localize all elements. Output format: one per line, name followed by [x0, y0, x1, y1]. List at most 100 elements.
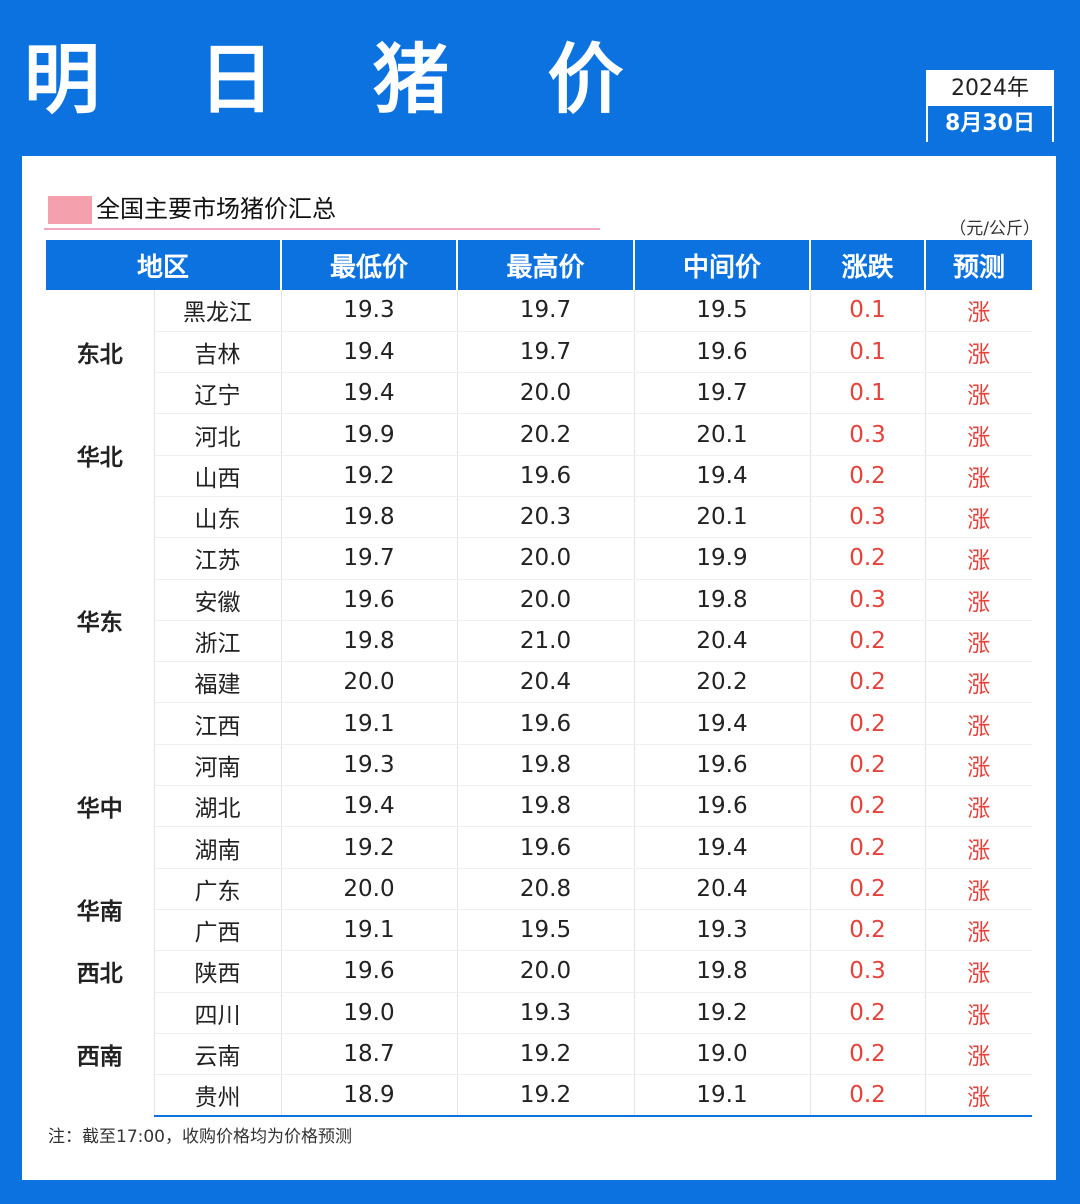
high-price-cell: 19.8	[457, 744, 635, 787]
date-day: 8月30日	[928, 106, 1052, 142]
table-row: 湖南 19.2 19.6 19.4 0.2 涨	[46, 826, 1033, 869]
change-cell: 0.2	[810, 785, 926, 828]
change-cell: 0.2	[810, 1033, 926, 1076]
province-cell: 黑龙江	[154, 290, 282, 332]
mid-price-cell: 20.1	[634, 496, 811, 539]
high-price-cell: 19.7	[457, 331, 635, 374]
forecast-cell: 涨	[925, 992, 1033, 1034]
change-cell: 0.1	[810, 331, 926, 374]
mid-price-cell: 19.1	[634, 1074, 811, 1117]
region-cell: 东北	[46, 290, 155, 414]
province-cell: 江苏	[154, 537, 282, 580]
table-row: 山西 19.2 19.6 19.4 0.2 涨	[46, 455, 1033, 497]
price-table: 地区 最低价 最高价 中间价 涨跌 预测 东北 黑龙江 19.3 19.7 19.5 0.…	[46, 240, 1033, 1117]
mid-price-cell: 19.6	[634, 744, 811, 787]
table-row: 华北 河北 19.9 20.2 20.1 0.3 涨	[46, 413, 1033, 497]
high-price-cell: 19.2	[457, 1074, 635, 1117]
mid-price-cell: 19.3	[634, 909, 811, 952]
change-cell: 0.1	[810, 290, 926, 332]
forecast-cell: 涨	[925, 372, 1033, 415]
province-cell: 山东	[154, 496, 282, 539]
table-row: 贵州 18.9 19.2 19.1 0.2 涨	[46, 1074, 1033, 1117]
change-cell: 0.2	[810, 702, 926, 745]
change-cell: 0.2	[810, 620, 926, 663]
forecast-cell: 涨	[925, 744, 1033, 787]
low-price-cell: 19.0	[281, 992, 458, 1034]
forecast-cell: 涨	[925, 579, 1033, 621]
high-price-cell: 19.3	[457, 992, 635, 1034]
mid-price-cell: 20.2	[634, 661, 811, 704]
table-row: 西南 四川 19.0 19.3 19.2 0.2 涨	[46, 992, 1033, 1116]
mid-price-cell: 19.8	[634, 950, 811, 993]
province-cell: 湖北	[154, 785, 282, 828]
high-price-cell: 20.0	[457, 372, 635, 415]
change-cell: 0.2	[810, 744, 926, 787]
forecast-cell: 涨	[925, 909, 1033, 952]
table-body: 东北 黑龙江 19.3 19.7 19.5 0.1 涨吉林 19.4 19.7 19.6 0.1 涨辽…	[46, 290, 1033, 1117]
low-price-cell: 19.3	[281, 290, 458, 332]
mid-price-cell: 20.4	[634, 868, 811, 910]
table-row: 湖北 19.4 19.8 19.6 0.2 涨	[46, 785, 1033, 828]
province-cell: 吉林	[154, 331, 282, 374]
table-row: 东北 黑龙江 19.3 19.7 19.5 0.1 涨	[46, 290, 1033, 414]
forecast-cell: 涨	[925, 290, 1033, 332]
section-marker	[48, 196, 92, 224]
mid-price-cell: 19.5	[634, 290, 811, 332]
page-title: 明 日 猪 价	[24, 35, 660, 124]
low-price-cell: 20.0	[281, 661, 458, 704]
high-price-cell: 20.2	[457, 413, 635, 456]
table-row: 华东 山东 19.8 20.3 20.1 0.3 涨	[46, 496, 1033, 745]
province-cell: 湖南	[154, 826, 282, 869]
header-region: 地区	[46, 240, 283, 290]
table-row: 浙江 19.8 21.0 20.4 0.2 涨	[46, 620, 1033, 663]
low-price-cell: 19.6	[281, 579, 458, 621]
change-cell: 0.2	[810, 909, 926, 952]
high-price-cell: 20.4	[457, 661, 635, 704]
high-price-cell: 19.6	[457, 702, 635, 745]
mid-price-cell: 19.2	[634, 992, 811, 1034]
section-title: 全国主要市场猪价汇总	[96, 195, 336, 223]
region-cell: 西北	[46, 950, 155, 993]
forecast-cell: 涨	[925, 455, 1033, 497]
low-price-cell: 19.2	[281, 455, 458, 497]
mid-price-cell: 20.1	[634, 413, 811, 456]
forecast-cell: 涨	[925, 620, 1033, 663]
high-price-cell: 20.0	[457, 537, 635, 580]
forecast-cell: 涨	[925, 868, 1033, 910]
province-cell: 江西	[154, 702, 282, 745]
header-forecast: 预测	[925, 240, 1033, 290]
table-row: 广西 19.1 19.5 19.3 0.2 涨	[46, 909, 1033, 952]
province-cell: 四川	[154, 992, 282, 1034]
forecast-cell: 涨	[925, 826, 1033, 869]
low-price-cell: 20.0	[281, 868, 458, 910]
forecast-cell: 涨	[925, 1033, 1033, 1076]
change-cell: 0.3	[810, 413, 926, 456]
region-cell: 华北	[46, 413, 155, 497]
price-card: 全国主要市场猪价汇总 （元/公斤） 地区 最低价 最高价 中间价 涨跌 预测 东…	[22, 156, 1056, 1180]
header-change: 涨跌	[810, 240, 927, 290]
low-price-cell: 19.1	[281, 702, 458, 745]
region-cell: 华南	[46, 868, 155, 951]
table-row: 华中 河南 19.3 19.8 19.6 0.2 涨	[46, 744, 1033, 869]
mid-price-cell: 19.0	[634, 1033, 811, 1076]
low-price-cell: 19.8	[281, 620, 458, 663]
change-cell: 0.2	[810, 868, 926, 910]
change-cell: 0.2	[810, 537, 926, 580]
high-price-cell: 19.6	[457, 826, 635, 869]
low-price-cell: 19.8	[281, 496, 458, 539]
province-cell: 河南	[154, 744, 282, 787]
mid-price-cell: 19.4	[634, 826, 811, 869]
low-price-cell: 19.4	[281, 785, 458, 828]
high-price-cell: 19.7	[457, 290, 635, 332]
table-row: 华南 广东 20.0 20.8 20.4 0.2 涨	[46, 868, 1033, 951]
change-cell: 0.2	[810, 826, 926, 869]
mid-price-cell: 19.6	[634, 331, 811, 374]
header-mid: 中间价	[634, 240, 812, 290]
mid-price-cell: 19.7	[634, 372, 811, 415]
table-row: 辽宁 19.4 20.0 19.7 0.1 涨	[46, 372, 1033, 415]
mid-price-cell: 19.9	[634, 537, 811, 580]
mid-price-cell: 19.6	[634, 785, 811, 828]
low-price-cell: 18.9	[281, 1074, 458, 1117]
header-low: 最低价	[281, 240, 459, 290]
mid-price-cell: 19.4	[634, 455, 811, 497]
